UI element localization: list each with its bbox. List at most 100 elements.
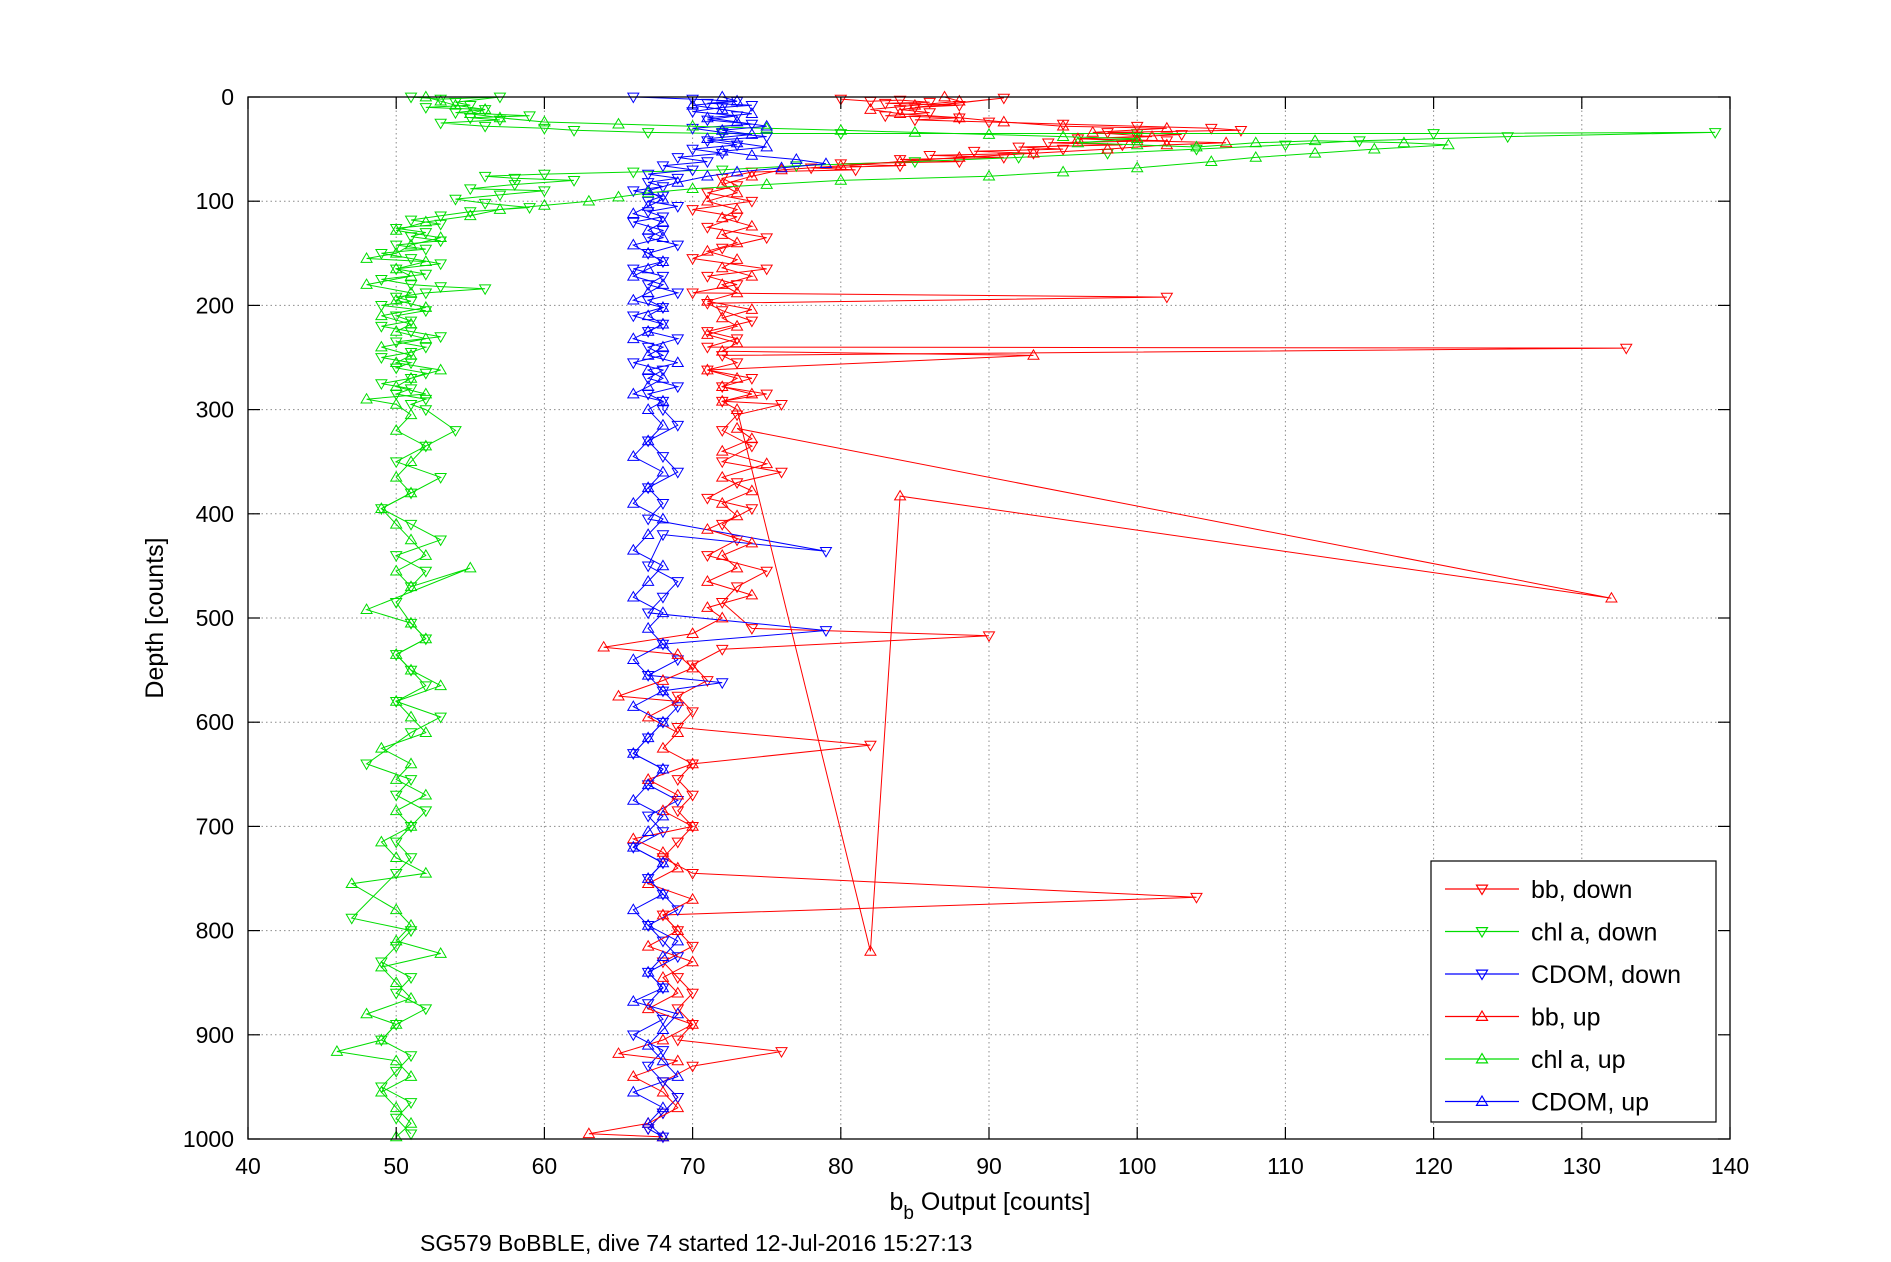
data-point — [849, 165, 862, 177]
data-point — [730, 115, 744, 127]
data-point — [656, 1014, 670, 1026]
data-point — [730, 165, 744, 177]
data-point — [745, 128, 759, 139]
data-point — [626, 358, 640, 370]
data-point — [701, 551, 714, 562]
data-point — [656, 715, 670, 727]
data-point — [419, 681, 433, 693]
data-point — [641, 825, 655, 836]
data-point — [730, 203, 744, 214]
series-5 — [626, 90, 833, 1142]
data-point — [656, 1085, 670, 1097]
data-point — [538, 169, 551, 181]
data-point — [656, 804, 670, 816]
data-point — [671, 986, 685, 998]
data-point — [760, 566, 774, 578]
data-point — [671, 723, 685, 734]
data-point — [404, 400, 418, 411]
data-point — [715, 457, 729, 469]
data-point — [715, 394, 729, 406]
data-point — [641, 668, 655, 680]
legend-swatch-marker — [1475, 884, 1489, 896]
series-4 — [330, 90, 1455, 1142]
data-point — [404, 455, 418, 467]
data-point — [375, 340, 388, 352]
data-point — [404, 408, 418, 420]
data-point — [434, 679, 448, 691]
data-point — [330, 1044, 344, 1056]
data-point — [389, 790, 403, 802]
data-point — [893, 105, 907, 116]
data-point — [419, 244, 433, 256]
data-point — [641, 178, 655, 189]
data-point — [715, 243, 729, 255]
data-point — [404, 1116, 418, 1128]
data-point — [686, 98, 699, 110]
data-point — [360, 278, 373, 289]
data-point — [656, 215, 670, 227]
data-point — [641, 262, 655, 274]
data-point — [597, 640, 611, 652]
data-point — [671, 288, 685, 300]
data-point — [434, 472, 448, 484]
data-point — [745, 196, 759, 208]
y-tick-label: 500 — [196, 605, 234, 631]
data-point — [641, 872, 655, 883]
data-point — [893, 489, 907, 501]
data-point — [730, 371, 744, 383]
data-point — [686, 941, 699, 953]
data-point — [878, 98, 892, 110]
data-point — [1116, 140, 1129, 152]
data-point — [686, 1020, 699, 1031]
data-point — [671, 153, 685, 164]
data-point — [389, 1066, 403, 1078]
data-point — [375, 504, 388, 516]
y-tick-label: 300 — [196, 397, 234, 423]
data-point — [404, 819, 418, 831]
data-point — [730, 403, 744, 414]
data-point — [745, 432, 759, 444]
data-point — [656, 858, 670, 870]
data-point — [508, 173, 522, 185]
data-point — [671, 905, 685, 917]
data-point — [508, 180, 522, 192]
data-point — [952, 150, 966, 162]
data-point — [1027, 146, 1040, 158]
data-point — [760, 121, 774, 133]
data-point — [345, 913, 359, 925]
data-point — [656, 981, 670, 993]
data-point — [923, 108, 937, 120]
data-point — [686, 165, 699, 177]
data-point — [701, 601, 714, 612]
data-point — [389, 1113, 403, 1125]
data-point — [760, 264, 774, 276]
data-point — [641, 373, 655, 385]
data-point — [641, 921, 655, 932]
data-point — [1204, 155, 1218, 166]
data-point — [1190, 140, 1203, 152]
data-point — [641, 561, 655, 573]
data-point — [375, 741, 388, 753]
data-point — [641, 184, 655, 196]
data-point — [641, 773, 655, 784]
data-point — [1160, 138, 1174, 150]
data-point — [404, 317, 418, 329]
data-point — [345, 877, 359, 889]
data-point — [626, 217, 640, 229]
data-point — [671, 173, 685, 185]
data-point — [389, 564, 403, 576]
data-point — [626, 793, 640, 805]
data-point — [671, 1035, 685, 1047]
data-point — [893, 155, 907, 166]
x-tick-label: 140 — [1711, 1153, 1749, 1179]
data-point — [730, 582, 744, 594]
data-point — [686, 955, 699, 967]
data-point — [478, 121, 492, 133]
data-point — [1160, 121, 1174, 133]
data-point — [389, 851, 403, 863]
data-point — [641, 967, 655, 979]
data-point — [997, 115, 1011, 127]
data-point — [419, 439, 433, 451]
data-point — [626, 92, 640, 104]
data-point — [641, 780, 655, 792]
